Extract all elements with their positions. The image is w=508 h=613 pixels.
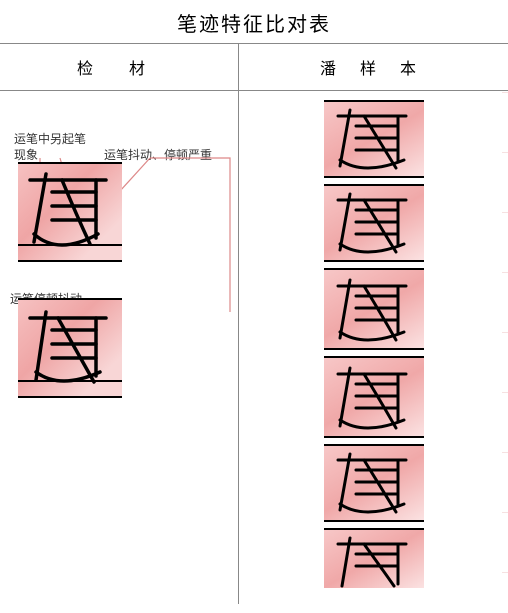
rule-under-header (0, 90, 508, 91)
header-right: 潘 样 本 (238, 55, 508, 79)
comparison-table: 检 材 潘 样 本 运笔中另起笔 现象 运笔抖动、停顿严重 运笔停顿抖动 (0, 44, 508, 604)
questioned-sample (18, 162, 122, 262)
annotation-restart-stroke: 运笔中另起笔 (14, 130, 86, 147)
underline (18, 380, 122, 382)
exemplar-sample (324, 444, 424, 522)
exemplar-sample (324, 100, 424, 178)
questioned-sample (18, 298, 122, 398)
exemplar-sample (324, 268, 424, 350)
underline (18, 244, 122, 246)
exemplar-sample (324, 528, 424, 588)
annotation-tremor-pause: 运笔抖动、停顿严重 (104, 146, 212, 163)
annotation-restart-stroke-line2: 现象 (14, 146, 38, 163)
exemplar-column (239, 92, 508, 588)
right-margin-marks (502, 92, 508, 604)
exemplar-sample (324, 184, 424, 262)
header-left: 检 材 (0, 55, 238, 79)
questioned-column: 运笔中另起笔 现象 运笔抖动、停顿严重 运笔停顿抖动 (0, 92, 238, 404)
page-title: 笔迹特征比对表 (0, 0, 508, 43)
column-headers: 检 材 潘 样 本 (0, 44, 508, 90)
exemplar-sample (324, 356, 424, 438)
